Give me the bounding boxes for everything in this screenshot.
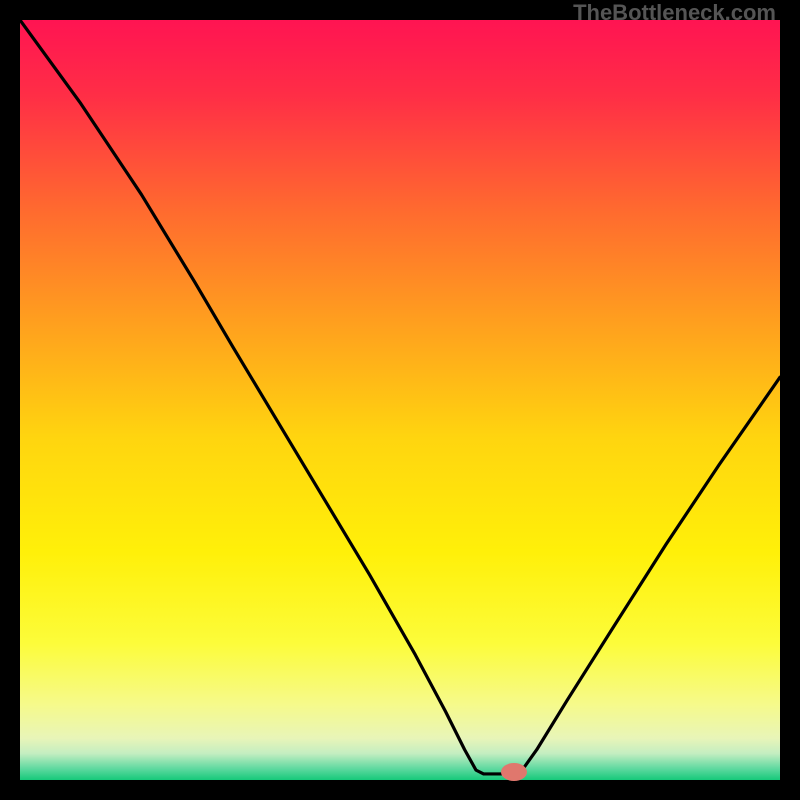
bottleneck-curve [20, 20, 780, 780]
plot-area [20, 20, 780, 780]
watermark-text: TheBottleneck.com [573, 0, 776, 26]
chart-frame: TheBottleneck.com [0, 0, 800, 800]
optimum-marker [501, 763, 527, 781]
